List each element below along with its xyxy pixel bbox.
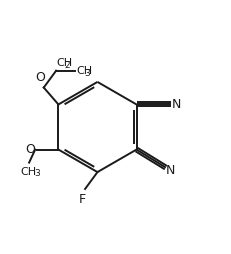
Text: O: O xyxy=(35,71,45,84)
Text: F: F xyxy=(79,193,86,206)
Text: 3: 3 xyxy=(35,169,40,178)
Text: N: N xyxy=(172,98,181,111)
Text: 2: 2 xyxy=(65,61,70,70)
Text: 3: 3 xyxy=(84,69,90,78)
Text: N: N xyxy=(165,164,175,177)
Text: CH: CH xyxy=(76,66,92,76)
Text: CH: CH xyxy=(20,167,36,177)
Text: O: O xyxy=(25,143,35,156)
Text: CH: CH xyxy=(57,58,73,68)
